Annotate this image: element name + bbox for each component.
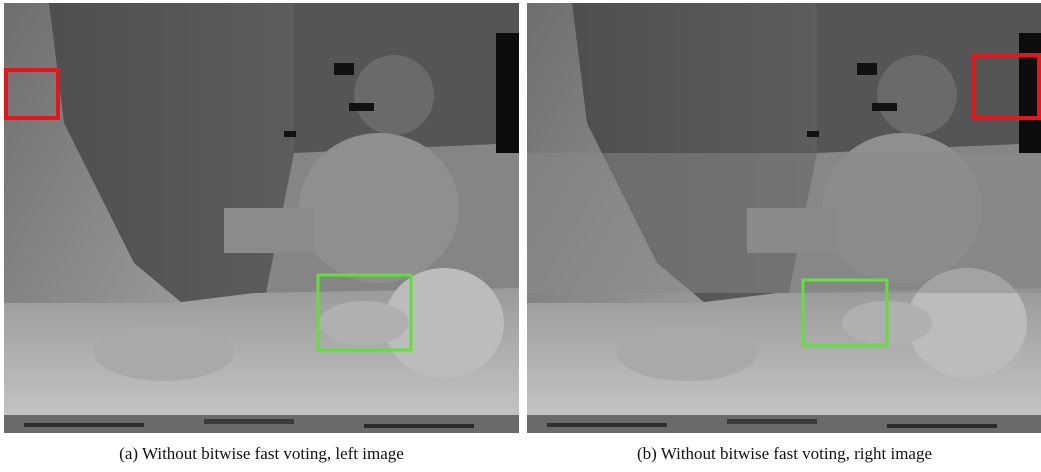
caption: (b) Without bitwise fast voting, right i… <box>527 444 1041 464</box>
figure <box>0 0 1041 440</box>
page: (a) Without bitwise fast voting, left im… <box>0 0 1041 472</box>
left-disparity-map <box>4 3 519 433</box>
caption: (a) Without bitwise fast voting, left im… <box>4 444 519 464</box>
right-disparity-map <box>527 3 1041 433</box>
